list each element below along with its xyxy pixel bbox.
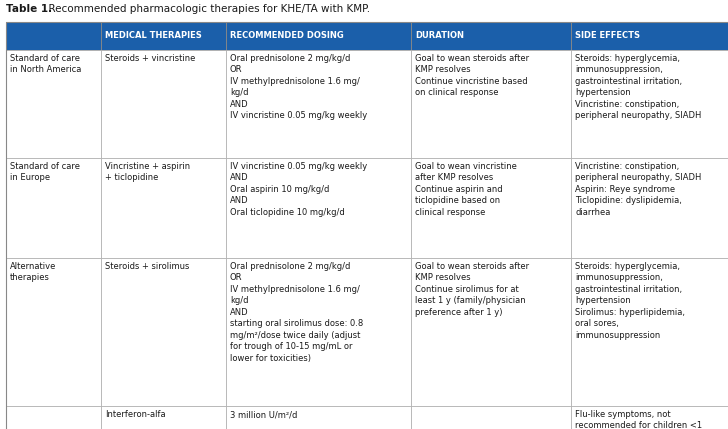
Bar (101, 50, 226, 158)
Text: Interferon-alfa: Interferon-alfa (105, 410, 166, 419)
Bar (571, 158, 728, 258)
Text: SIDE EFFECTS: SIDE EFFECTS (575, 31, 640, 40)
Bar (101, 258, 226, 406)
Text: Steroids + vincristine: Steroids + vincristine (105, 54, 195, 63)
Bar (226, 406, 411, 429)
Text: Standard of care
in North America: Standard of care in North America (10, 54, 82, 75)
Bar (226, 158, 411, 258)
Bar (571, 406, 728, 429)
Bar (571, 22, 728, 50)
Text: Standard of care
in Europe: Standard of care in Europe (10, 162, 80, 182)
Bar (411, 50, 571, 158)
Text: Vincristine: constipation,
peripheral neuropathy, SIADH
Aspirin: Reye syndrome
T: Vincristine: constipation, peripheral ne… (575, 162, 701, 217)
Bar (101, 22, 226, 50)
Text: Table 1.: Table 1. (6, 4, 52, 14)
Bar (101, 406, 226, 429)
Text: Recommended pharmacologic therapies for KHE/TA with KMP.: Recommended pharmacologic therapies for … (42, 4, 370, 14)
Text: RECOMMENDED DOSING: RECOMMENDED DOSING (230, 31, 344, 40)
Bar (571, 50, 728, 158)
Text: Steroids: hyperglycemia,
immunosuppression,
gastrointestinal irritation,
hyperte: Steroids: hyperglycemia, immunosuppressi… (575, 262, 685, 340)
Text: Oral prednisolone 2 mg/kg/d
OR
IV methylprednisolone 1.6 mg/
kg/d
AND
starting o: Oral prednisolone 2 mg/kg/d OR IV methyl… (230, 262, 363, 363)
Text: 3 million U/m²/d: 3 million U/m²/d (230, 410, 297, 419)
Text: Alternative
therapies: Alternative therapies (10, 262, 56, 282)
Bar (6, 258, 101, 406)
Bar (226, 22, 411, 50)
Bar (101, 158, 226, 258)
Bar (226, 258, 411, 406)
Bar (411, 258, 571, 406)
Text: Goal to wean steroids after
KMP resolves
Continue sirolimus for at
least 1 y (fa: Goal to wean steroids after KMP resolves… (415, 262, 529, 317)
Text: DURATION: DURATION (415, 31, 464, 40)
Text: Vincristine + aspirin
+ ticlopidine: Vincristine + aspirin + ticlopidine (105, 162, 190, 182)
Text: IV vincristine 0.05 mg/kg weekly
AND
Oral aspirin 10 mg/kg/d
AND
Oral ticlopidin: IV vincristine 0.05 mg/kg weekly AND Ora… (230, 162, 367, 217)
Text: Steroids: hyperglycemia,
immunosuppression,
gastrointestinal irritation,
hyperte: Steroids: hyperglycemia, immunosuppressi… (575, 54, 701, 120)
Bar (411, 158, 571, 258)
Bar (6, 50, 101, 158)
Text: Goal to wean vincristine
after KMP resolves
Continue aspirin and
ticlopidine bas: Goal to wean vincristine after KMP resol… (415, 162, 517, 217)
Bar (6, 406, 101, 429)
Bar (571, 258, 728, 406)
Bar (226, 50, 411, 158)
Bar (6, 22, 101, 50)
Bar (6, 158, 101, 258)
Text: Steroids + sirolimus: Steroids + sirolimus (105, 262, 189, 271)
Text: MEDICAL THERAPIES: MEDICAL THERAPIES (105, 31, 202, 40)
Text: Oral prednisolone 2 mg/kg/d
OR
IV methylprednisolone 1.6 mg/
kg/d
AND
IV vincris: Oral prednisolone 2 mg/kg/d OR IV methyl… (230, 54, 367, 120)
Bar (411, 22, 571, 50)
Text: Flu-like symptoms, not
recommended for children <1
y of age because of the risk
: Flu-like symptoms, not recommended for c… (575, 410, 702, 429)
Text: Goal to wean steroids after
KMP resolves
Continue vincristine based
on clinical : Goal to wean steroids after KMP resolves… (415, 54, 529, 97)
Bar (411, 406, 571, 429)
